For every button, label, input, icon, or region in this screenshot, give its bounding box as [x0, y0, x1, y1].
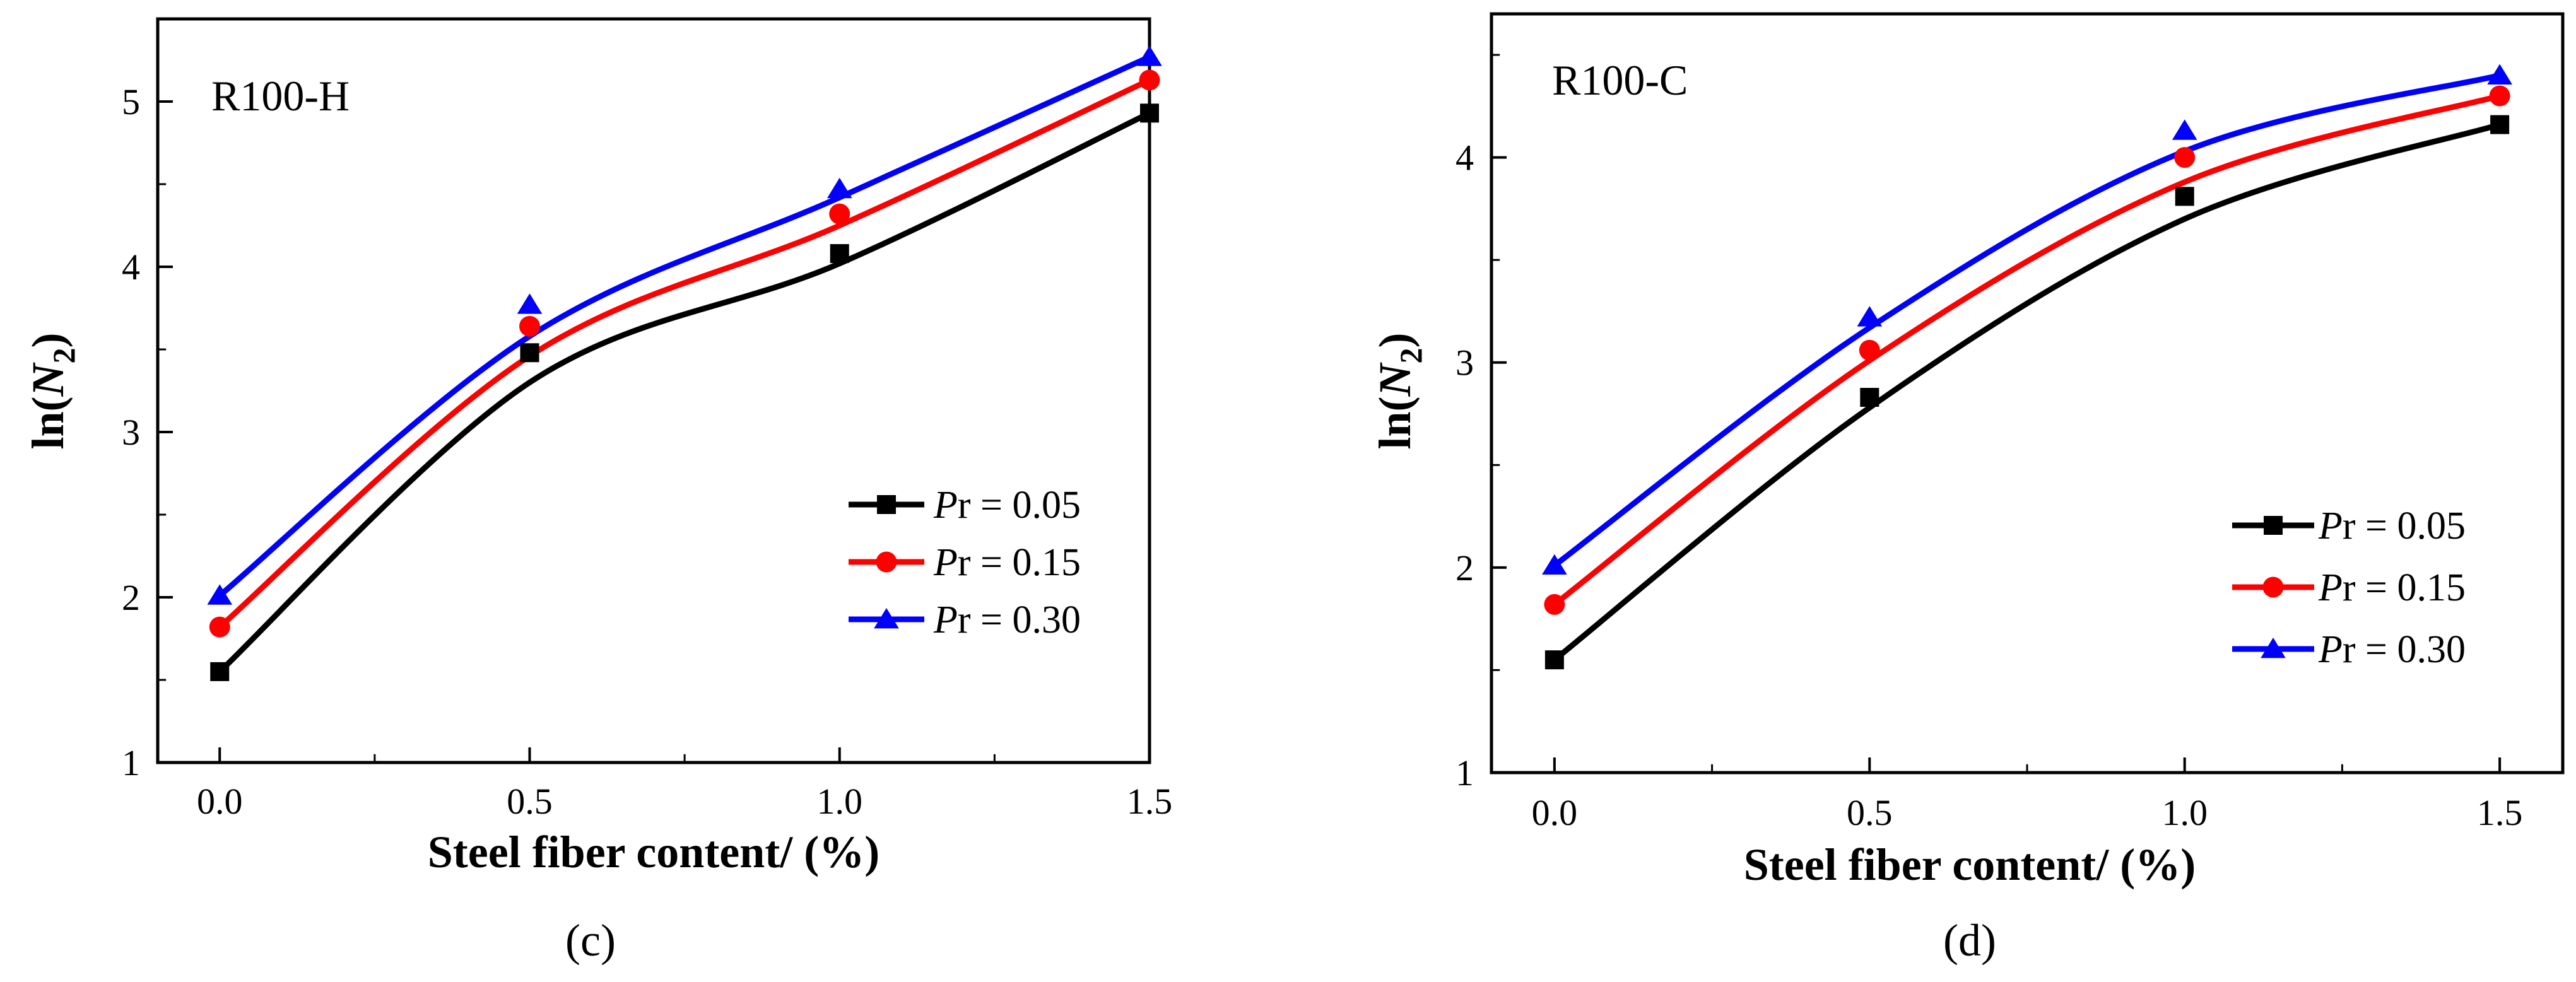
data-point-series-1: [830, 244, 849, 264]
x-tick-label: 0.0: [1532, 792, 1578, 833]
y-axis-title-sub: 2: [1393, 348, 1428, 363]
y-tick-labels: 1 2 3 4: [1456, 137, 1474, 793]
data-markers: [207, 45, 1162, 681]
data-point-series-1: [210, 662, 230, 681]
y-tick-label: 3: [122, 412, 140, 453]
data-point-series-2: [209, 616, 230, 638]
axis-ticks: [1491, 54, 2502, 774]
panel-caption: (c): [565, 915, 616, 966]
panel-caption: (d): [1943, 915, 1996, 966]
data-point-series-3: [1542, 554, 1567, 575]
data-point-series-2: [829, 203, 850, 225]
y-tick-label: 4: [122, 247, 140, 288]
legend-label: Pr = 0.05: [933, 484, 1081, 527]
legend-marker: [2261, 638, 2286, 658]
y-tick-label: 1: [1456, 752, 1474, 793]
fit-curves: [1553, 73, 2501, 662]
panel-label: R100-H: [211, 72, 350, 120]
y-tick-label: 5: [122, 81, 140, 122]
data-point-series-1: [2175, 187, 2194, 206]
data-point-series-2: [2489, 85, 2510, 107]
data-point-series-3: [207, 584, 233, 605]
legend-label: Pr = 0.15: [2318, 566, 2466, 609]
fit-curve-series-1: [1553, 122, 2501, 662]
data-point-series-1: [1140, 103, 1159, 123]
data-point-series-3: [2487, 64, 2512, 85]
y-tick-label: 2: [1456, 547, 1474, 588]
chart-panel-d: 1 2 3 4 0.0 0.5 1.0 1.5 R100-C Steel fiber con…: [1370, 12, 2565, 966]
data-point-series-3: [1137, 45, 1162, 66]
y-tick-label: 2: [122, 577, 140, 618]
legend-marker: [2264, 516, 2283, 535]
y-axis-title-sub: 2: [46, 348, 81, 363]
y-axis-title-var: N: [23, 361, 73, 397]
panel-label: R100-C: [1552, 56, 1688, 104]
x-axis-title: Steel fiber content/ (%): [428, 827, 879, 877]
x-tick-label: 0.5: [1847, 792, 1893, 833]
y-axis-title-suffix: ): [1370, 332, 1420, 348]
y-axis-title: ln(N2): [1370, 332, 1428, 449]
y-axis-title: ln(N2): [23, 332, 81, 449]
data-point-series-2: [1859, 339, 1880, 361]
y-axis-title-prefix: ln(: [1370, 396, 1420, 449]
y-axis-title-suffix: ): [23, 332, 73, 348]
axis-ticks: [158, 100, 1151, 764]
y-axis-title-prefix: ln(: [23, 396, 73, 449]
fit-curve-series-2: [218, 77, 1151, 629]
fit-curve-series-3: [218, 54, 1151, 598]
y-tick-labels: 1 2 3 4 5: [122, 81, 140, 783]
x-tick-labels: 0.0 0.5 1.0 1.5: [197, 781, 1172, 822]
fit-curves: [218, 54, 1151, 674]
legend-marker: [874, 608, 899, 629]
fit-curve-series-3: [1553, 73, 2501, 568]
x-tick-label: 0.0: [197, 781, 243, 822]
legend-label: Pr = 0.30: [933, 599, 1081, 641]
data-point-series-3: [2172, 119, 2197, 140]
legend-label: Pr = 0.30: [2318, 628, 2466, 671]
data-point-series-1: [1860, 388, 1879, 407]
x-tick-label: 1.5: [2477, 792, 2523, 833]
data-point-series-1: [520, 343, 539, 363]
legend: Pr = 0.05 Pr = 0.15 Pr = 0.30: [2232, 505, 2466, 671]
chart-panel-c: 1 2 3 4 5 0.0 0.5 1.0 1.5 R100-H Steel fiber co…: [23, 17, 1172, 966]
legend: Pr = 0.05 Pr = 0.15 Pr = 0.30: [849, 484, 1081, 641]
x-tick-label: 1.0: [2161, 792, 2208, 833]
y-tick-label: 1: [122, 742, 140, 783]
data-point-series-1: [1544, 650, 1564, 670]
x-tick-labels: 0.0 0.5 1.0 1.5: [1532, 792, 2523, 833]
data-point-series-3: [517, 293, 543, 314]
data-point-series-1: [2490, 115, 2510, 134]
y-tick-label: 4: [1456, 137, 1474, 178]
legend-label: Pr = 0.05: [2318, 505, 2466, 547]
y-axis-title-var: N: [1370, 361, 1420, 397]
data-point-series-2: [2174, 147, 2196, 168]
legend-label: Pr = 0.15: [933, 541, 1081, 584]
data-point-series-3: [826, 177, 852, 199]
data-point-series-2: [1139, 69, 1160, 91]
legend-marker: [2262, 576, 2284, 598]
data-point-series-2: [1544, 593, 1565, 615]
fit-curve-series-1: [218, 110, 1151, 674]
data-point-series-2: [519, 315, 540, 337]
x-tick-label: 0.5: [507, 781, 553, 822]
legend-marker: [876, 551, 897, 573]
fit-curve-series-2: [1553, 93, 2501, 607]
plot-frame: [156, 17, 1151, 764]
x-tick-label: 1.5: [1127, 781, 1173, 822]
legend-marker: [877, 495, 896, 514]
x-axis-title: Steel fiber content/ (%): [1744, 839, 2196, 890]
data-point-series-3: [1857, 306, 1883, 327]
y-tick-label: 3: [1456, 342, 1474, 383]
data-markers: [1542, 64, 2512, 670]
x-tick-label: 1.0: [817, 781, 863, 822]
